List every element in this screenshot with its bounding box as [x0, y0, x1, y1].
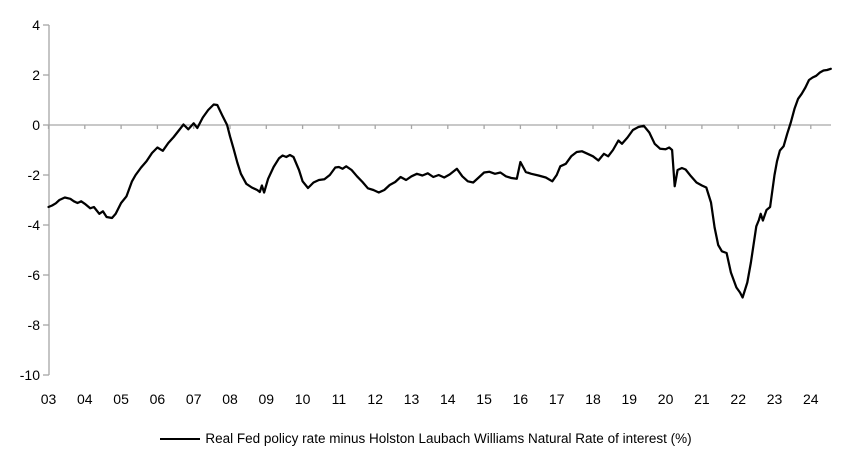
x-tick-label: 19: [622, 391, 638, 407]
y-tick-label: -8: [28, 317, 41, 333]
legend: Real Fed policy rate minus Holston Lauba…: [0, 424, 852, 454]
x-tick-label: 18: [585, 391, 601, 407]
x-tick-label: 20: [658, 391, 674, 407]
x-tick-label: 10: [295, 391, 311, 407]
x-tick-label: 22: [730, 391, 746, 407]
x-tick-label: 05: [113, 391, 129, 407]
y-tick-label: 2: [32, 67, 40, 83]
y-tick-label: -6: [28, 267, 41, 283]
legend-label: Real Fed policy rate minus Holston Lauba…: [205, 431, 692, 447]
x-tick-label: 04: [77, 391, 93, 407]
y-tick-label: -4: [28, 217, 41, 233]
x-tick-label: 24: [803, 391, 819, 407]
y-tick-label: 0: [32, 117, 40, 133]
x-tick-label: 15: [476, 391, 492, 407]
x-tick-label: 07: [186, 391, 202, 407]
x-tick-label: 23: [767, 391, 783, 407]
x-tick-label: 16: [513, 391, 529, 407]
x-tick-label: 17: [549, 391, 565, 407]
x-tick-label: 12: [367, 391, 383, 407]
x-tick-label: 13: [404, 391, 420, 407]
y-tick-label: 4: [32, 17, 40, 33]
x-tick-label: 11: [332, 391, 347, 407]
x-tick-label: 08: [222, 391, 238, 407]
x-tick-label: 21: [694, 391, 710, 407]
y-tick-label: -2: [28, 167, 41, 183]
series-line: [47, 67, 832, 299]
x-tick-label: 03: [41, 391, 57, 407]
x-tick-label: 09: [259, 391, 275, 407]
y-tick-label: -10: [20, 367, 40, 383]
legend-line-swatch: [160, 438, 201, 440]
x-tick-label: 14: [440, 391, 456, 407]
x-tick-label: 06: [150, 391, 166, 407]
